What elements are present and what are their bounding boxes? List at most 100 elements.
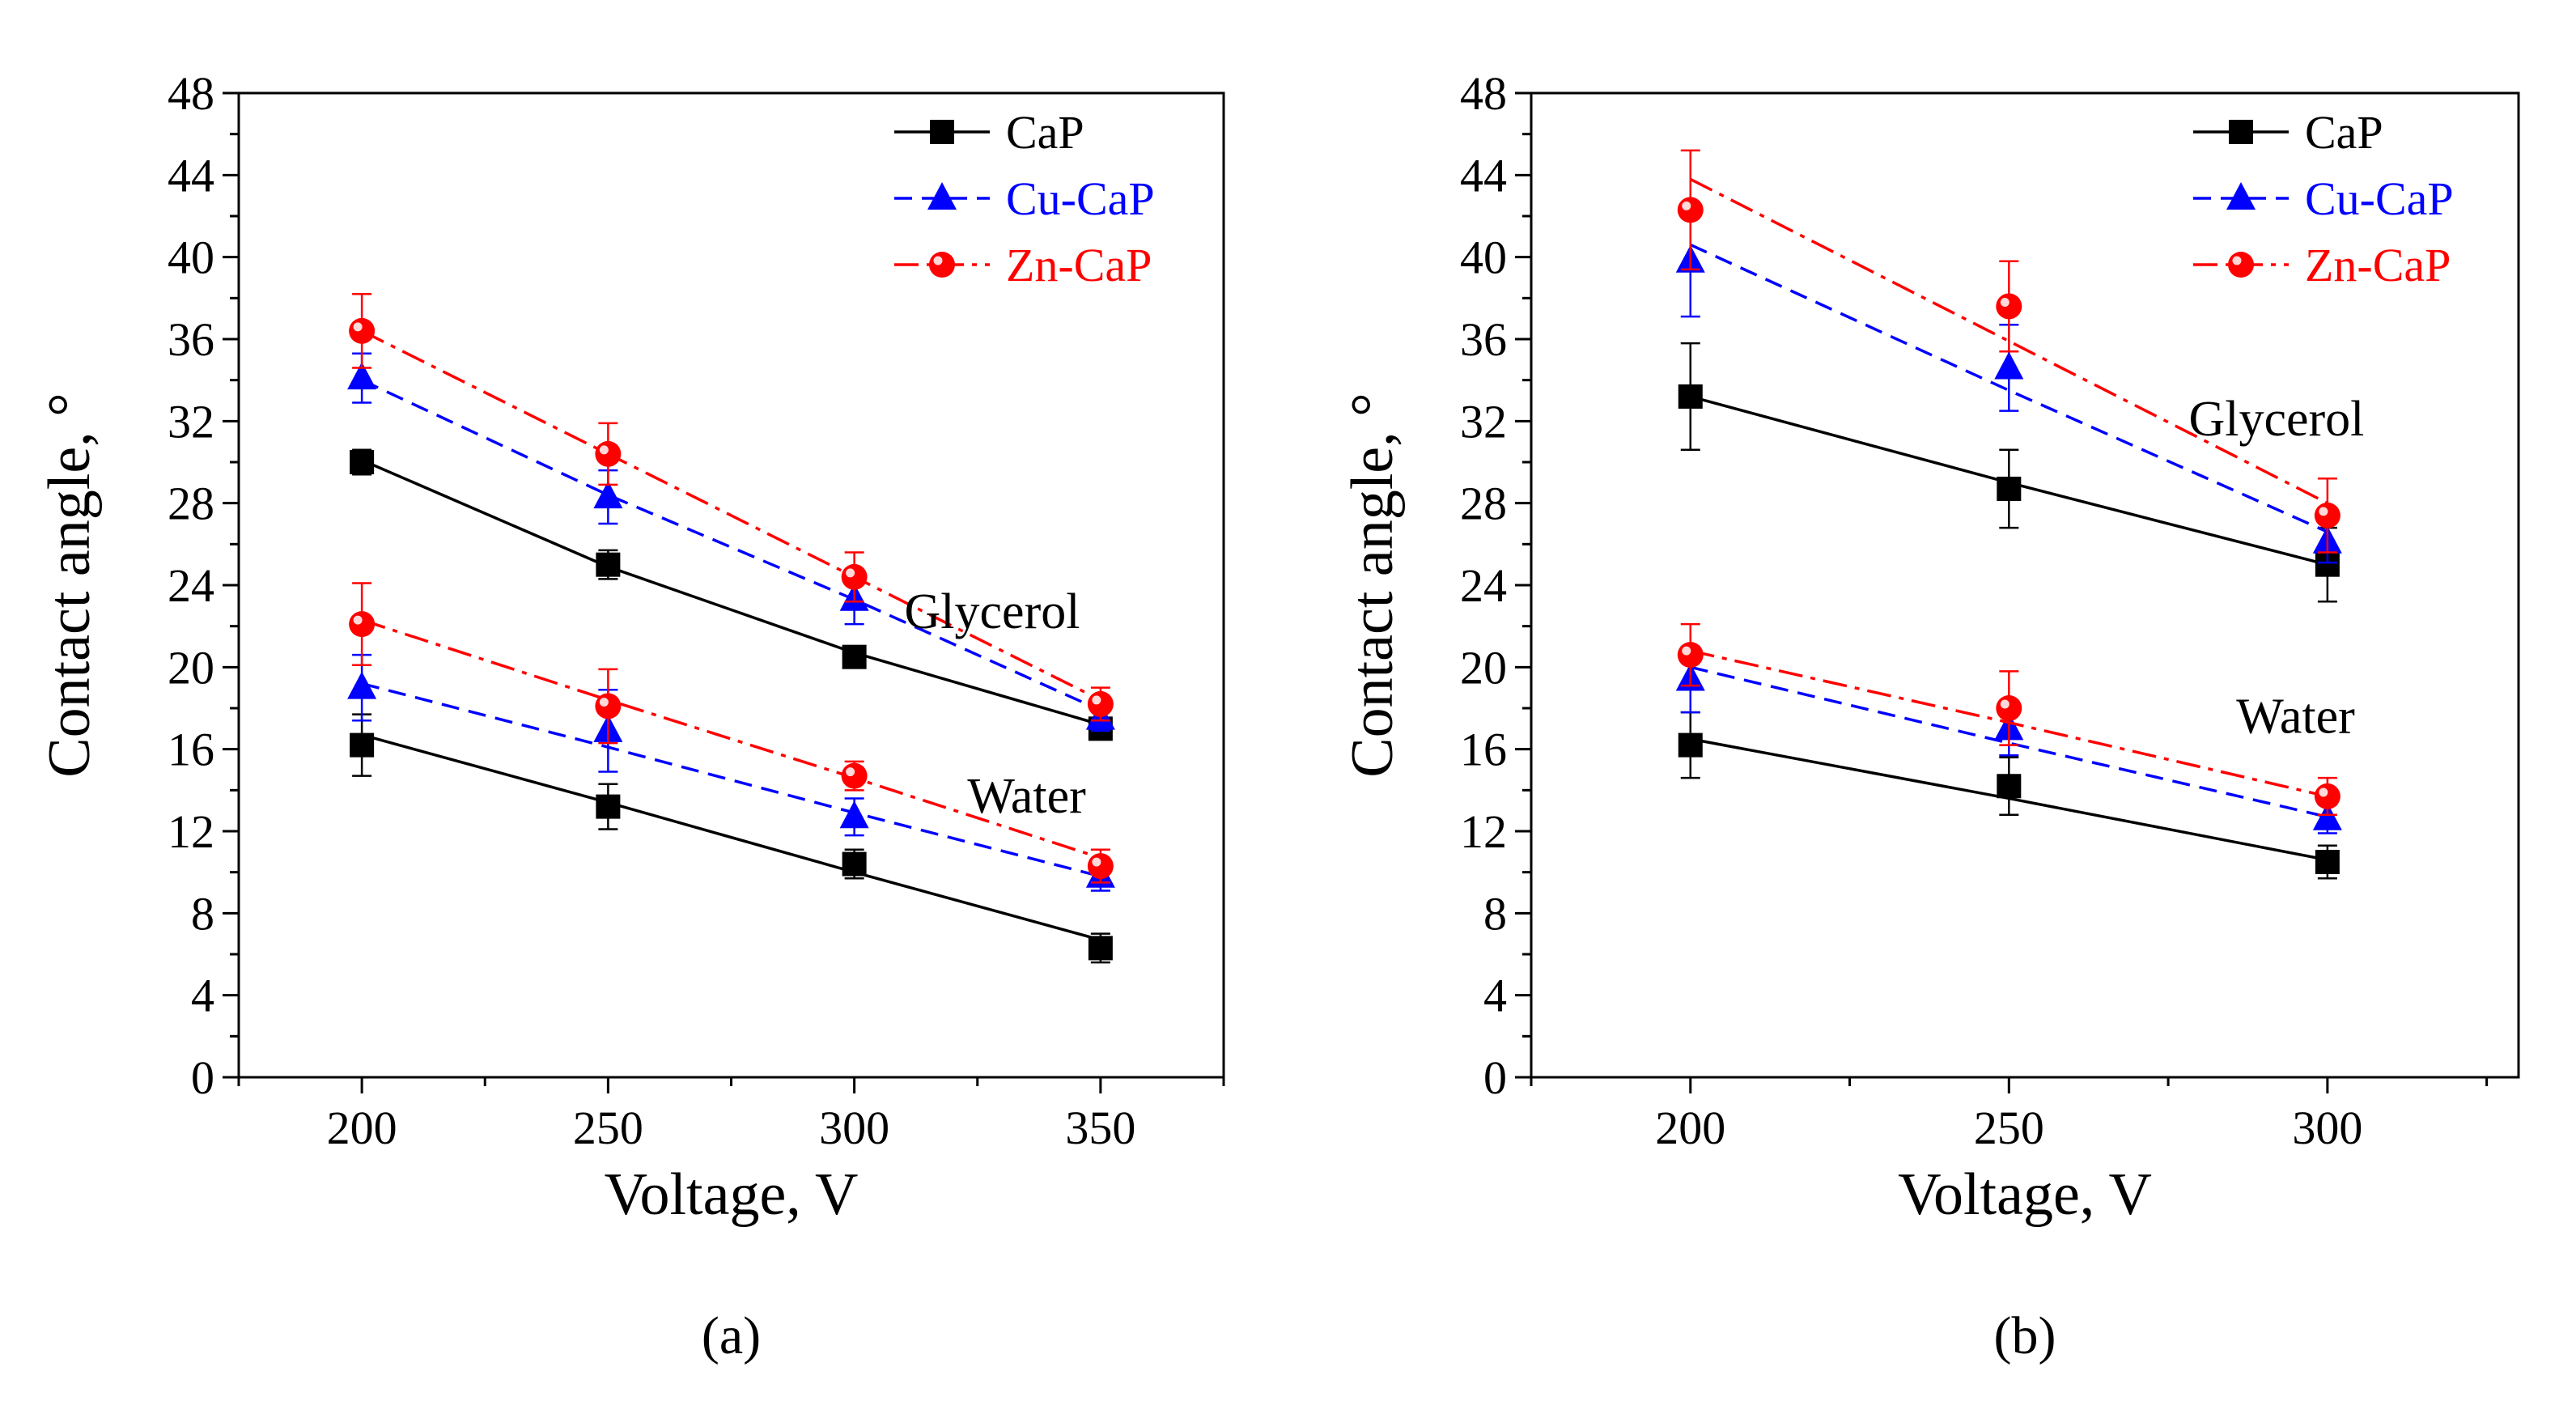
data-point xyxy=(350,450,375,474)
legend-label: Cu-CaP xyxy=(1006,172,1155,225)
data-point xyxy=(349,317,376,344)
legend-marker xyxy=(927,182,957,210)
legend-item-cu-cap: Cu-CaP xyxy=(894,172,1155,225)
legend-item-cap: CaP xyxy=(2193,106,2383,159)
data-point xyxy=(2314,783,2340,809)
x-axis-label: Voltage, V xyxy=(605,1161,859,1228)
y-axis-label: Contact angle, ° xyxy=(36,393,103,778)
series-water-zn-cap xyxy=(349,582,1114,884)
data-point xyxy=(842,851,867,877)
y-tick-label: 12 xyxy=(1460,805,1507,858)
legend-label: CaP xyxy=(2305,106,2383,159)
y-tick-label: 24 xyxy=(1460,559,1507,612)
y-tick-label: 16 xyxy=(168,724,214,776)
data-point xyxy=(1087,853,1114,880)
y-tick-label: 36 xyxy=(1460,313,1507,366)
data-point xyxy=(347,362,377,390)
series-line xyxy=(361,458,1101,726)
data-point xyxy=(596,552,621,577)
legend-item-cap: CaP xyxy=(894,106,1084,159)
series-line xyxy=(1689,177,2328,505)
data-point xyxy=(1677,197,1704,223)
x-tick-label: 350 xyxy=(1065,1102,1135,1154)
series-glycerol-cu-cap xyxy=(1675,205,2342,564)
x-axis-label: Voltage, V xyxy=(1898,1161,2152,1228)
data-point xyxy=(2312,802,2342,830)
data-point xyxy=(1996,293,2022,320)
series-glycerol-cu-cap xyxy=(347,352,1115,732)
data-point xyxy=(2315,850,2340,874)
x-tick-label: 300 xyxy=(2292,1102,2362,1154)
series-line xyxy=(361,681,1101,878)
data-point xyxy=(595,440,622,467)
data-point xyxy=(1678,384,1703,409)
data-point xyxy=(1678,732,1703,758)
series-line xyxy=(1690,243,2328,533)
data-point xyxy=(1994,351,2024,380)
legend-marker xyxy=(929,252,955,278)
data-point xyxy=(596,794,621,819)
y-tick-label: 16 xyxy=(1460,724,1507,776)
data-point xyxy=(1677,642,1704,669)
y-tick-label: 0 xyxy=(191,1051,214,1104)
legend-item-zn-cap: Zn-CaP xyxy=(894,239,1152,291)
series-line xyxy=(361,379,1101,712)
legend: CaP Cu-CaP Zn-CaP xyxy=(2193,106,2454,291)
data-point xyxy=(841,762,868,789)
legend-marker xyxy=(2226,182,2256,210)
y-axis-label: Contact angle, ° xyxy=(1339,393,1406,778)
series-line xyxy=(361,733,1101,941)
data-point xyxy=(1997,774,2022,799)
y-tick-label: 0 xyxy=(1483,1051,1507,1104)
y-tick-label: 24 xyxy=(168,559,214,612)
data-point xyxy=(2314,502,2340,529)
legend-item-zn-cap: Zn-CaP xyxy=(2193,239,2451,291)
data-point xyxy=(1996,695,2022,721)
annotation-water: Water xyxy=(967,769,1086,824)
data-point xyxy=(593,481,623,509)
y-tick-label: 28 xyxy=(1460,478,1507,530)
y-tick-label: 32 xyxy=(168,395,214,448)
legend-label: Zn-CaP xyxy=(1006,239,1152,291)
legend-marker xyxy=(930,120,954,144)
y-tick-label: 8 xyxy=(191,887,214,940)
y-tick-label: 40 xyxy=(168,231,214,284)
x-tick-label: 200 xyxy=(327,1102,397,1154)
x-tick-label: 250 xyxy=(573,1102,643,1154)
data-point xyxy=(349,611,376,638)
series-line xyxy=(361,329,1101,702)
series-glycerol-cap xyxy=(350,448,1113,741)
annotation-glycerol: Glycerol xyxy=(2188,392,2364,447)
legend-item-cu-cap: Cu-CaP xyxy=(2193,172,2454,225)
data-point xyxy=(595,693,622,720)
data-point xyxy=(1997,476,2022,501)
y-tick-label: 48 xyxy=(168,67,214,120)
y-tick-label: 32 xyxy=(1460,395,1507,448)
series-water-cap xyxy=(1678,711,2340,880)
data-point xyxy=(1088,936,1113,961)
y-tick-label: 8 xyxy=(1483,887,1507,940)
x-tick-label: 200 xyxy=(1655,1102,1725,1154)
data-point xyxy=(347,671,377,699)
series-glycerol-cap xyxy=(1678,342,2340,603)
y-tick-label: 48 xyxy=(1460,67,1507,120)
annotation-glycerol: Glycerol xyxy=(905,584,1080,639)
y-tick-label: 44 xyxy=(168,149,214,202)
data-point xyxy=(350,732,375,758)
y-tick-label: 36 xyxy=(168,313,214,366)
y-tick-label: 20 xyxy=(168,641,214,694)
data-point xyxy=(842,644,867,669)
y-tick-label: 4 xyxy=(191,970,214,1022)
legend-label: Zn-CaP xyxy=(2305,239,2451,291)
panel-caption: (b) xyxy=(1994,1306,2056,1365)
x-tick-label: 300 xyxy=(819,1102,889,1154)
data-point xyxy=(839,800,869,829)
legend: CaP Cu-CaP Zn-CaP xyxy=(894,106,1155,291)
series-water-zn-cap xyxy=(1677,622,2340,816)
series-glycerol-zn-cap xyxy=(349,293,1114,722)
annotation-water: Water xyxy=(2236,689,2355,744)
legend-label: Cu-CaP xyxy=(2305,172,2454,225)
